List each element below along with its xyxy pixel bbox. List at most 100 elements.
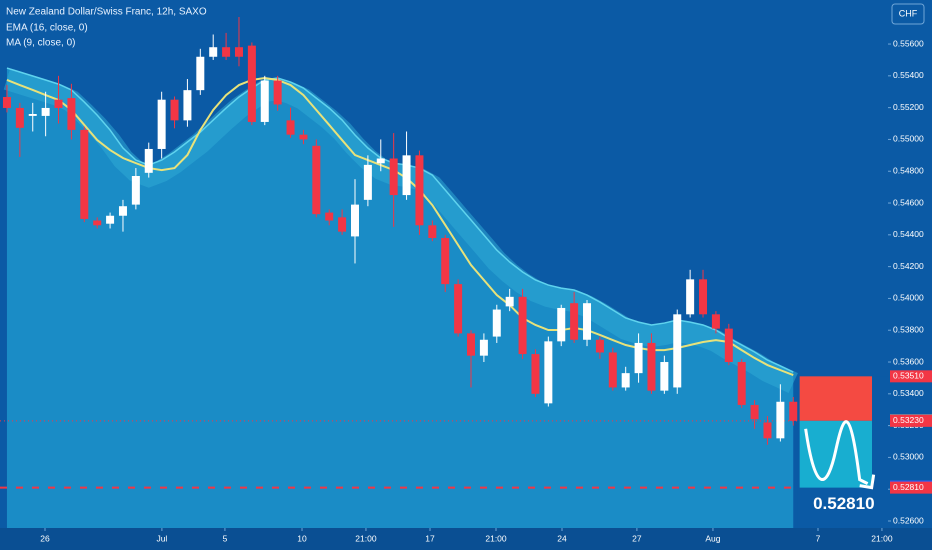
candle-body [106, 215, 115, 224]
candle-body [686, 279, 695, 315]
candle-body [673, 314, 682, 388]
candle-body [363, 164, 372, 200]
y-tick-label: 0.55000 [893, 134, 924, 144]
candle-body [518, 296, 527, 355]
plot-area: 0.52810 [0, 17, 888, 529]
y-tick-label: 0.55200 [893, 102, 924, 112]
candle-body [15, 107, 24, 128]
forecast-arrow [859, 474, 876, 490]
y-tick-label: 0.53400 [893, 388, 924, 398]
forecast-curve [804, 420, 869, 485]
y-tick-label: 0.53000 [893, 452, 924, 462]
x-tick-label: Jul [156, 533, 167, 543]
candle-body [28, 113, 37, 116]
chart-title: New Zealand Dollar/Swiss Franc, 12h, SAX… [6, 7, 207, 18]
x-tick-label: 10 [297, 533, 307, 543]
candle-body [505, 296, 514, 307]
candle-body [350, 204, 359, 237]
candle-body [621, 373, 630, 388]
candle-body [402, 155, 411, 196]
candle-body [428, 225, 437, 239]
candle-body [415, 155, 424, 226]
price-badge-label: 0.53510 [893, 371, 924, 381]
ema-line [6, 67, 794, 373]
currency-button[interactable] [891, 3, 925, 25]
candle-body [647, 342, 656, 391]
legend-entry: MA (9, close, 0) [6, 38, 75, 49]
candle-body [234, 47, 243, 57]
ema-area [6, 68, 794, 529]
candle-body [170, 99, 179, 121]
candle-body [660, 362, 669, 391]
candle-body [67, 98, 76, 130]
candle-body [286, 120, 295, 135]
candle-body [144, 148, 153, 173]
candle-body [776, 401, 785, 439]
candle-body [131, 176, 140, 205]
candle-body [492, 309, 501, 337]
candle-body [118, 206, 127, 216]
y-tick-label: 0.54800 [893, 165, 924, 175]
price-badge [890, 481, 932, 494]
x-tick-label: Aug [705, 533, 720, 543]
candle-body [763, 422, 772, 439]
candle-body [467, 333, 476, 356]
candle-body [634, 342, 643, 374]
candle-body [570, 303, 579, 340]
x-tick-label: 21:00 [355, 533, 377, 543]
candle-body [157, 99, 166, 149]
candle-body [608, 352, 617, 388]
target-price: 0.52810 [813, 494, 874, 513]
candle-body [557, 307, 566, 342]
y-tick-label: 0.54000 [893, 293, 924, 303]
candle-body [389, 158, 398, 196]
candle-body [479, 339, 488, 356]
candle-body [196, 56, 205, 91]
x-tick-label: 7 [816, 533, 821, 543]
ma-line [6, 77, 794, 376]
x-tick-label: 24 [557, 533, 567, 543]
candle-body [376, 158, 385, 164]
candle-body [209, 47, 218, 57]
candle-body [711, 314, 720, 329]
candle-body [222, 47, 231, 57]
candle-body [247, 45, 256, 122]
y-tick-label: 0.52600 [893, 515, 924, 525]
candle-body [531, 354, 540, 394]
candle-body [724, 328, 733, 363]
stop-zone [799, 376, 872, 421]
y-tick-label: 0.55600 [893, 38, 924, 48]
candle-body [183, 90, 192, 121]
price-badge [890, 414, 932, 427]
x-tick-label: 26 [40, 533, 50, 543]
candle-body [737, 362, 746, 405]
price-badge [890, 370, 932, 383]
candle-body [41, 107, 50, 116]
x-tick-label: 17 [425, 533, 435, 543]
candle-body [54, 99, 63, 108]
candle-body [260, 80, 269, 122]
candle-body [2, 96, 11, 108]
candle-body [80, 129, 89, 219]
candle-body [273, 80, 282, 105]
y-tick-label: 0.54600 [893, 197, 924, 207]
candle-body [750, 404, 759, 420]
candle-body [93, 220, 102, 226]
y-tick-label: 0.53800 [893, 324, 924, 334]
price-badge-label: 0.53230 [893, 415, 924, 425]
x-tick-label: 27 [632, 533, 642, 543]
x-tick-label: 5 [223, 533, 228, 543]
currency-label[interactable]: CHF [899, 8, 918, 18]
candle-body [299, 134, 308, 140]
y-tick-label: 0.53600 [893, 356, 924, 366]
candle-body [544, 341, 553, 404]
price-badge-label: 0.52810 [893, 482, 924, 492]
candle-body [338, 217, 347, 232]
candle-body [325, 212, 334, 221]
candle-body [789, 401, 798, 421]
x-tick-label: 21:00 [485, 533, 507, 543]
y-tick-label: 0.54400 [893, 229, 924, 239]
candle-body [583, 303, 592, 340]
candle-body [595, 339, 604, 353]
